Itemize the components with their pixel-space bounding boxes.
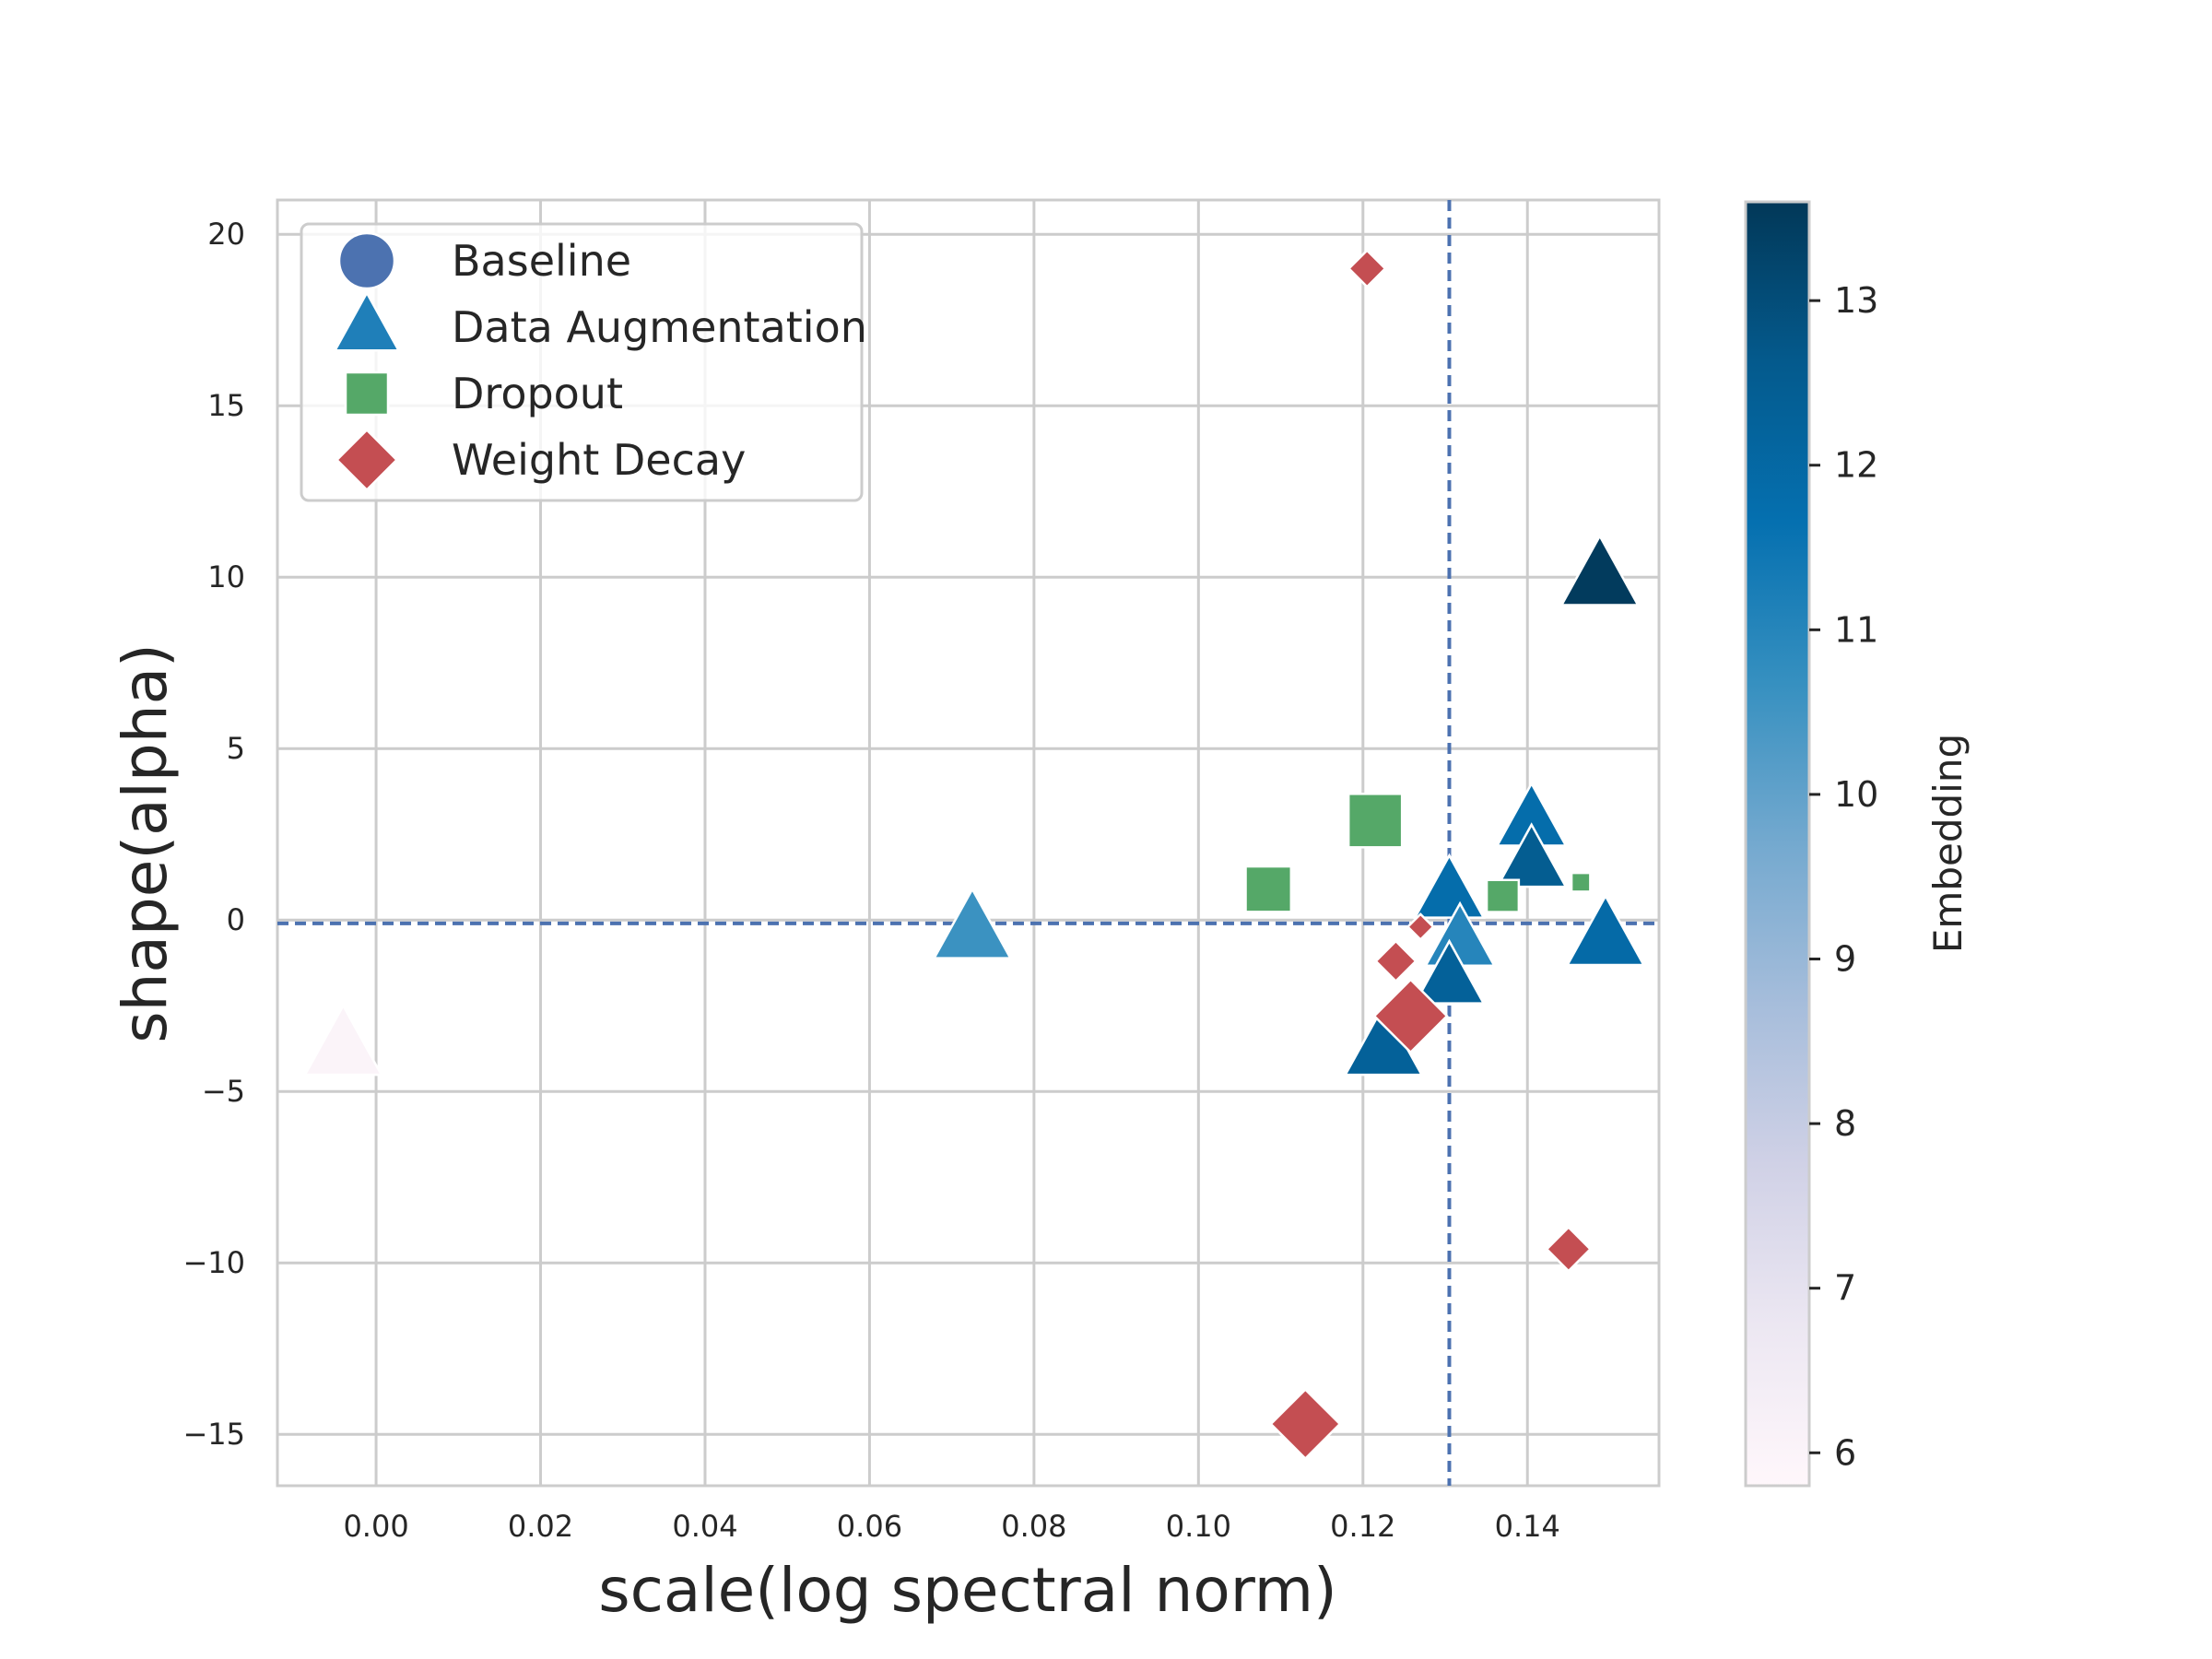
legend-label: Dropout bbox=[452, 369, 623, 418]
x-tick-label: 0.02 bbox=[508, 1509, 573, 1544]
legend-label: Weight Decay bbox=[452, 435, 746, 485]
y-axis-title: shape(alpha) bbox=[110, 643, 181, 1043]
data-points bbox=[302, 248, 1646, 1461]
x-tick-label: 0.14 bbox=[1495, 1509, 1560, 1544]
series-data-augmentation bbox=[302, 533, 1646, 1077]
diamond-point bbox=[1372, 978, 1449, 1054]
square-point bbox=[1485, 878, 1521, 913]
y-tick-label: −15 bbox=[182, 1417, 245, 1452]
y-tick-label: 10 bbox=[207, 559, 245, 594]
y-tick-label: −10 bbox=[182, 1245, 245, 1280]
square-point bbox=[1570, 871, 1592, 893]
x-tick-label: 0.04 bbox=[672, 1509, 737, 1544]
colorbar-title: Embedding bbox=[1925, 734, 1971, 953]
colorbar-tick-label: 11 bbox=[1834, 609, 1878, 650]
diamond-point bbox=[1347, 248, 1387, 288]
legend-label: Baseline bbox=[452, 236, 631, 286]
x-tick-label: 0.00 bbox=[343, 1509, 408, 1544]
triangle-point bbox=[1559, 533, 1641, 606]
legend-square-marker bbox=[344, 371, 390, 417]
y-tick-label: 20 bbox=[207, 217, 245, 252]
y-tick-label: 0 bbox=[227, 902, 245, 937]
triangle-point bbox=[932, 887, 1013, 959]
colorbar-tick-label: 13 bbox=[1834, 280, 1878, 321]
diamond-point bbox=[1374, 939, 1418, 983]
legend: Baseline Data Augmentation Dropout Weight D… bbox=[300, 222, 867, 502]
x-axis-ticks: 0.00 0.02 0.04 0.06 0.08 0.10 0.12 0.14 bbox=[343, 1509, 1559, 1544]
triangle-point bbox=[302, 1003, 383, 1077]
square-point bbox=[1347, 793, 1404, 849]
series-dropout bbox=[1244, 793, 1592, 913]
triangle-point bbox=[1413, 938, 1486, 1005]
colorbar-tick-label: 6 bbox=[1834, 1432, 1856, 1473]
x-tick-label: 0.12 bbox=[1330, 1509, 1395, 1544]
triangle-point bbox=[1413, 853, 1486, 919]
x-tick-label: 0.06 bbox=[837, 1509, 902, 1544]
x-tick-label: 0.08 bbox=[1001, 1509, 1066, 1544]
legend-frame bbox=[300, 222, 864, 502]
y-axis-ticks: −15 −10 −5 0 5 10 15 20 bbox=[182, 217, 245, 1452]
plot-area bbox=[276, 198, 1661, 1488]
diamond-point bbox=[1406, 912, 1435, 942]
colorbar-tick-label: 9 bbox=[1834, 939, 1856, 980]
colorbar-tick-label: 12 bbox=[1834, 445, 1878, 486]
legend-triangle-marker bbox=[333, 290, 401, 352]
colorbar-tick-label: 8 bbox=[1834, 1103, 1856, 1144]
legend-circle-marker bbox=[337, 231, 396, 290]
colorbar: 6 7 8 9 10 11 12 13 Embedding bbox=[1744, 200, 1971, 1488]
diamond-point bbox=[1545, 1225, 1593, 1273]
y-tick-label: −5 bbox=[202, 1074, 245, 1109]
square-point bbox=[1244, 865, 1293, 913]
grid bbox=[277, 200, 1659, 1486]
triangle-point bbox=[1565, 893, 1646, 967]
diamond-point bbox=[1269, 1387, 1342, 1461]
x-tick-label: 0.10 bbox=[1166, 1509, 1231, 1544]
legend-label: Data Augmentation bbox=[452, 302, 867, 352]
y-tick-label: 5 bbox=[227, 731, 245, 766]
triangle-point bbox=[1495, 822, 1569, 888]
series-weight-decay bbox=[1269, 248, 1593, 1461]
y-tick-label: 15 bbox=[207, 388, 245, 423]
colorbar-gradient bbox=[1744, 200, 1811, 1488]
colorbar-tick-label: 10 bbox=[1834, 774, 1878, 815]
x-axis-title: scale(log spectral norm) bbox=[598, 1555, 1337, 1626]
colorbar-tick-label: 7 bbox=[1834, 1268, 1856, 1309]
legend-diamond-marker bbox=[335, 428, 399, 492]
